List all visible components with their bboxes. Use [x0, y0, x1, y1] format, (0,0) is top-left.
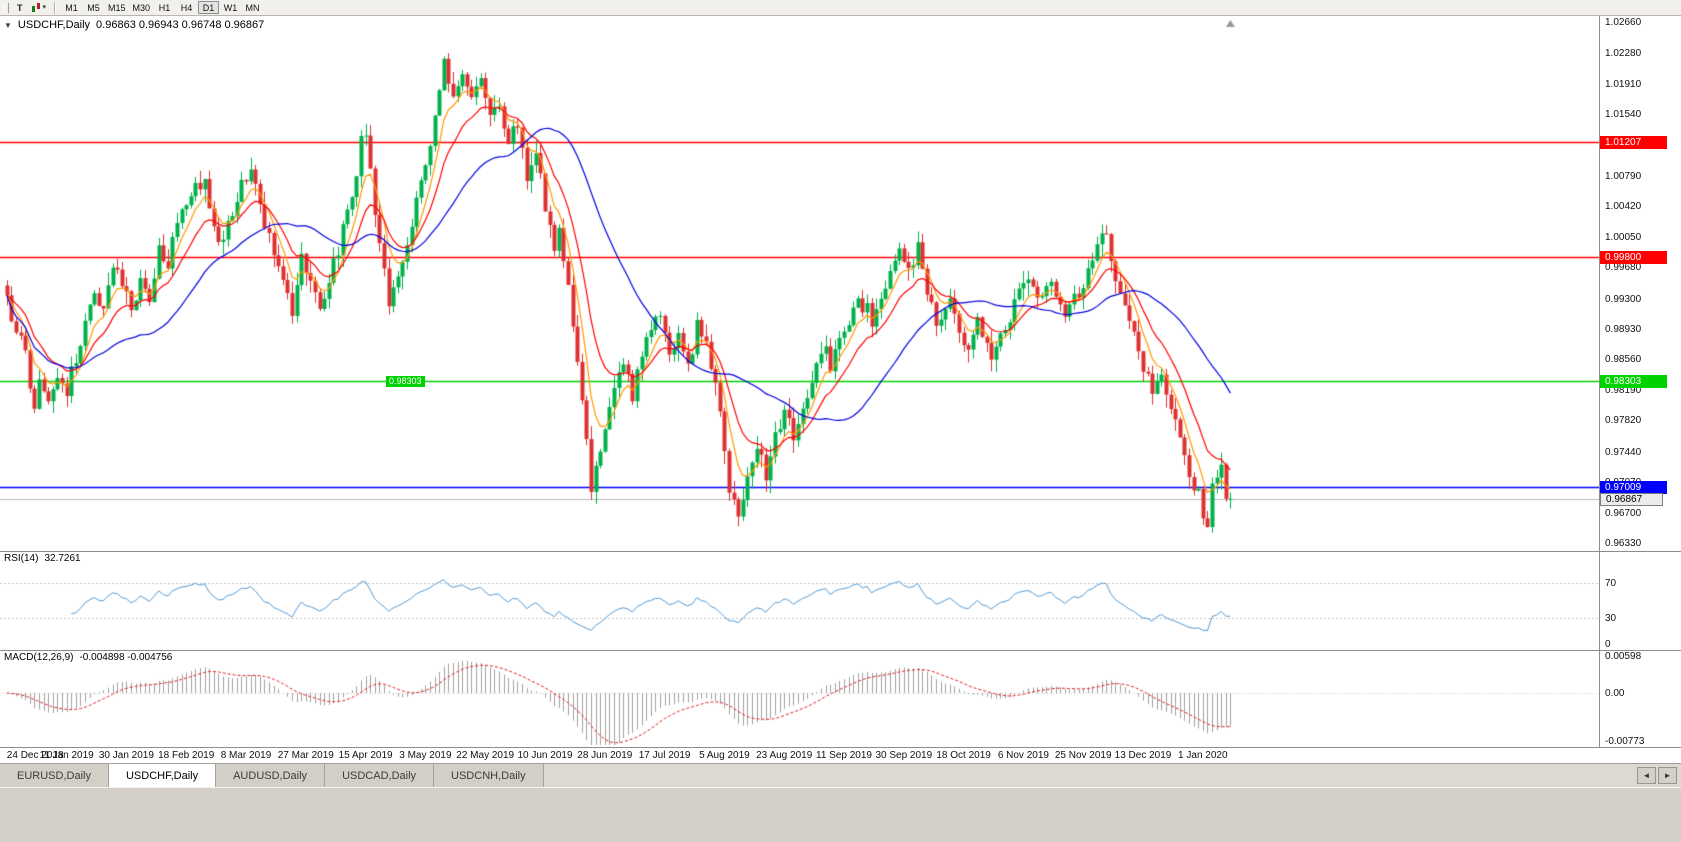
macd-pane: MACD(12,26,9) -0.004898 -0.004756: [0, 650, 1599, 747]
timeframe-button-mn[interactable]: MN: [242, 1, 263, 14]
time-axis[interactable]: 24 Dec 2018 11 Jan 2019 30 Jan 2019 18 Feb …: [0, 747, 1681, 763]
chart-tab-bar: EURUSD,Daily USDCHF,Daily AUDUSD,Daily USDC…: [0, 763, 1681, 787]
y-axis-label: 1.02660: [1605, 17, 1642, 28]
y-axis-label: 1.00790: [1605, 170, 1642, 182]
candlestick-chart-icon: [31, 2, 41, 13]
timeframe-toolbar: T ▾ M1 M5 M15 M30 H1 H4 D1 W1 MN: [0, 0, 1681, 16]
chart-tab-audusd[interactable]: AUDUSD,Daily: [216, 764, 326, 787]
chart-ohlc-values: 0.96863 0.96943 0.96748 0.96867: [96, 19, 265, 31]
y-axis-label: 0.98930: [1605, 324, 1642, 335]
timeframe-button-w1[interactable]: W1: [220, 1, 241, 14]
y-axis-label: 0.98560: [1605, 354, 1642, 366]
x-axis-label: 25 Nov 2019: [1054, 750, 1112, 761]
chart-tab-usdchf[interactable]: USDCHF,Daily: [108, 764, 217, 787]
x-axis-label: 18 Feb 2019: [158, 750, 215, 761]
y-axis-label: 1.02280: [1605, 48, 1642, 60]
rsi-axis-label: 0: [1605, 639, 1611, 650]
chart-type-button[interactable]: ▾: [28, 1, 51, 14]
x-axis-label: 6 Nov 2019: [997, 750, 1049, 761]
y-axis-label: 0.97820: [1605, 415, 1642, 427]
price-level-tag: 0.97009: [1600, 481, 1667, 495]
main-chart-pane: ▼ USDCHF,Daily 0.96863 0.96943 0.96748 0…: [0, 16, 1599, 551]
chart-symbol-label: USDCHF,Daily: [17, 19, 91, 31]
x-axis-label: 13 Dec 2019: [1114, 750, 1172, 761]
chart-tab-eurusd[interactable]: EURUSD,Daily: [0, 764, 109, 787]
y-axis-label: 1.01910: [1605, 78, 1642, 90]
chart-tab-usdcad[interactable]: USDCAD,Daily: [325, 764, 435, 787]
macd-axis-label: 0.00598: [1605, 651, 1642, 662]
status-strip: [0, 787, 1681, 842]
x-axis-label: 15 Apr 2019: [338, 750, 393, 761]
current-price-tag: 0.96867: [1600, 492, 1663, 506]
y-axis-label: 1.00420: [1605, 201, 1642, 213]
x-axis-label: 1 Jan 2020: [1178, 750, 1228, 761]
level-line-label: 0.98303: [386, 375, 425, 387]
macd-label: MACD(12,26,9) -0.004898 -0.004756: [4, 652, 172, 663]
text-tool-icon: T: [17, 2, 23, 13]
timeframe-group: M1 M5 M15 M30 H1 H4 D1 W1 MN: [61, 1, 263, 14]
x-axis-label: 28 Jun 2019: [577, 750, 633, 761]
timeframe-button-h4[interactable]: H4: [176, 1, 197, 14]
pane-resize-divider[interactable]: [0, 650, 1681, 651]
rsi-label: RSI(14) 32.7261: [4, 553, 81, 564]
pane-resize-divider[interactable]: [0, 551, 1681, 552]
timeframe-button-d1[interactable]: D1: [198, 1, 220, 14]
timeframe-button-m30[interactable]: M30: [130, 1, 154, 14]
y-axis-label: 0.98190: [1605, 384, 1642, 396]
timeframe-button-m15[interactable]: M15: [105, 1, 129, 14]
rsi-canvas[interactable]: [0, 551, 1599, 650]
y-axis-label: 1.00050: [1605, 231, 1642, 243]
x-axis-label: 22 May 2019: [456, 750, 515, 761]
tabs-scroll-left-button[interactable]: ◄: [1637, 767, 1656, 784]
rsi-name: RSI(14): [4, 553, 39, 564]
tab-scroll-controls: ◄ ►: [1637, 764, 1681, 787]
y-axis-label: 0.99680: [1605, 262, 1642, 274]
price-level-tag: 0.98303: [1600, 374, 1667, 388]
price-level-tag: 1.01207: [1600, 135, 1667, 149]
one-click-trading-arrow-icon[interactable]: ▼: [4, 21, 12, 30]
tabs-scroll-right-button[interactable]: ►: [1658, 767, 1677, 784]
x-axis-label: 5 Aug 2019: [699, 750, 750, 761]
x-axis-label: 30 Sep 2019: [875, 750, 933, 761]
x-axis-label: 10 Jun 2019: [517, 750, 573, 761]
x-axis-label: 27 Mar 2019: [277, 750, 334, 761]
price-level-tag: 0.99800: [1600, 251, 1667, 265]
y-axis-label: 0.96330: [1605, 538, 1642, 549]
macd-canvas[interactable]: [0, 650, 1599, 747]
x-axis-label: 18 Oct 2019: [936, 750, 991, 761]
rsi-axis-label: 30: [1605, 612, 1617, 624]
y-axis-label: 0.99300: [1605, 293, 1642, 305]
chart-title: ▼ USDCHF,Daily 0.96863 0.96943 0.96748 0…: [4, 19, 264, 31]
price-axis[interactable]: 1.026601.022801.019101.015401.011601.007…: [1599, 16, 1681, 747]
x-axis-label: 3 May 2019: [399, 750, 452, 761]
macd-axis-label: -0.00773: [1605, 736, 1645, 747]
text-tool-button[interactable]: T: [13, 1, 27, 14]
chart-tabs: EURUSD,Daily USDCHF,Daily AUDUSD,Daily USDC…: [0, 764, 544, 787]
macd-axis-label: 0.00: [1605, 688, 1625, 700]
x-axis-label: 30 Jan 2019: [98, 750, 154, 761]
timeframe-button-h1[interactable]: H1: [154, 1, 175, 14]
y-axis-label: 1.01540: [1605, 109, 1642, 121]
x-axis-label: 24 Dec 2018: [6, 750, 64, 761]
x-axis-label: 23 Aug 2019: [756, 750, 813, 761]
macd-values: -0.004898 -0.004756: [79, 652, 173, 663]
y-axis-label: 0.97440: [1605, 446, 1642, 458]
x-axis-label: 11 Sep 2019: [816, 750, 872, 761]
timeframe-button-m5[interactable]: M5: [83, 1, 104, 14]
x-axis-label: 8 Mar 2019: [220, 750, 272, 761]
x-axis-label: 17 Jul 2019: [638, 750, 691, 761]
timeframe-button-m1[interactable]: M1: [61, 1, 82, 14]
macd-name: MACD(12,26,9): [4, 652, 74, 663]
toolbar-grip[interactable]: [3, 2, 9, 13]
y-axis-label: 0.96700: [1605, 507, 1642, 519]
dropdown-arrow-icon: ▾: [42, 4, 47, 11]
toolbar-separator: [54, 1, 57, 14]
x-axis-label: 11 Jan 2019: [39, 750, 94, 761]
rsi-axis-label: 70: [1605, 578, 1617, 590]
chart-tab-usdcnh[interactable]: USDCNH,Daily: [434, 764, 544, 787]
main-chart-canvas[interactable]: [0, 16, 1599, 551]
rsi-value: 32.7261: [44, 553, 81, 564]
rsi-pane: RSI(14) 32.7261: [0, 551, 1599, 650]
